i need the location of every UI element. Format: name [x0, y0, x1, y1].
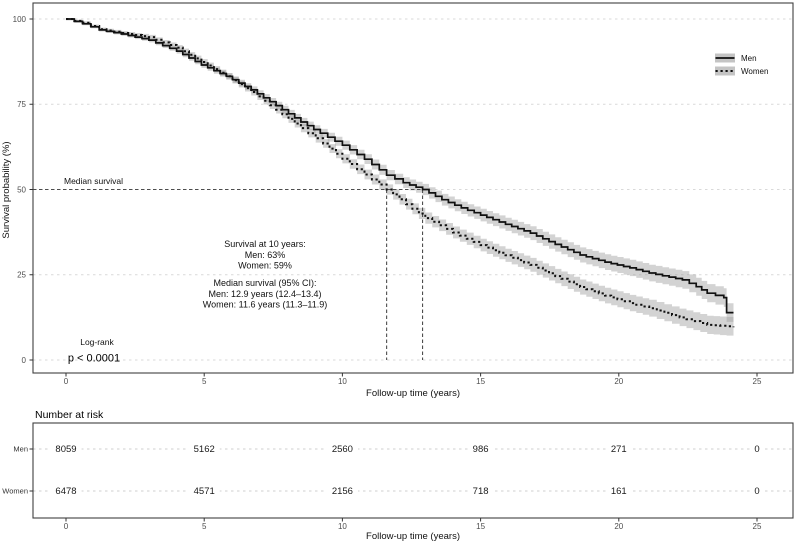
risk-x-tick-label: 20: [614, 522, 623, 531]
y-tick-label: 0: [22, 356, 27, 365]
annotation-survival-10y-men: Men: 63%: [245, 250, 286, 260]
risk-value-bg: [467, 485, 494, 497]
risk-value: 2560: [332, 444, 353, 455]
risk-value: 0: [754, 486, 759, 497]
legend-women-label: Women: [741, 67, 768, 76]
y-tick-label: 75: [17, 100, 26, 109]
legend: Men Women: [715, 53, 768, 76]
risk-x-tick-label: 0: [64, 522, 69, 531]
risk-value-bg: [750, 485, 764, 497]
risk-value: 986: [473, 444, 489, 455]
survival-curve-women: [66, 18, 735, 328]
risk-value: 8059: [55, 444, 76, 455]
x-tick-label: 20: [614, 377, 623, 386]
risk-value: 0: [754, 444, 759, 455]
risk-row-label-women: Women: [2, 487, 28, 496]
x-tick-label: 10: [338, 377, 347, 386]
y-tick-label: 25: [17, 271, 26, 280]
logrank-label: Log-rank: [80, 337, 114, 347]
risk-value: 161: [611, 486, 627, 497]
risk-value: 718: [473, 486, 489, 497]
risk-value: 2156: [332, 486, 353, 497]
risk-value-bg: [50, 485, 82, 497]
risk-x-tick-label: 25: [753, 522, 762, 531]
legend-women-key: [715, 66, 735, 76]
risk-panel-border: [32, 422, 794, 519]
number-at-risk-table: Number at risk 8059 5162 2560 986 271 0 6478 45…: [2, 409, 794, 542]
risk-value: 271: [611, 444, 627, 455]
ci-bands: [66, 18, 734, 337]
risk-x-axis-ticks: 0 5 10 15 20 25: [64, 518, 762, 531]
risk-value-bg: [750, 443, 764, 455]
risk-gridlines: [33, 448, 793, 492]
risk-table-title: Number at risk: [35, 409, 104, 421]
annotation-survival-10y-title: Survival at 10 years:: [224, 239, 306, 249]
risk-x-tick-label: 15: [476, 522, 485, 531]
x-axis-ticks: 0 5 10 15 20 25: [64, 373, 762, 386]
y-axis-title: Survival probability (%): [1, 141, 12, 238]
risk-value-bg: [326, 443, 358, 455]
x-tick-label: 5: [202, 377, 207, 386]
risk-value-bg: [606, 485, 632, 497]
risk-value-bg: [50, 443, 82, 455]
risk-value: 6478: [55, 486, 76, 497]
survival-curves: [66, 18, 735, 328]
risk-value-bg: [606, 443, 632, 455]
median-survival-label: Median survival: [64, 176, 123, 186]
median-lines: [33, 188, 424, 360]
ci-band-women: [66, 18, 734, 337]
logrank-p-value: p < 0.0001: [68, 353, 120, 365]
x-tick-label: 15: [476, 377, 485, 386]
risk-values: 8059 5162 2560 986 271 0 6478 4571 2156 718 161 0: [50, 443, 764, 497]
plot-panel-border: [32, 2, 794, 374]
risk-value-bg: [188, 485, 220, 497]
y-tick-label: 50: [17, 185, 26, 194]
x-tick-label: 0: [64, 377, 69, 386]
ci-band-men: [66, 18, 734, 322]
risk-value-bg: [326, 485, 358, 497]
risk-x-tick-label: 10: [338, 522, 347, 531]
risk-value-bg: [467, 443, 494, 455]
y-axis-ticks: 0 25 50 75 100: [13, 15, 33, 365]
risk-row-label-men: Men: [13, 445, 28, 454]
x-tick-label: 25: [753, 377, 762, 386]
legend-men-label: Men: [741, 54, 757, 63]
y-tick-label: 100: [13, 15, 27, 24]
risk-x-tick-label: 5: [202, 522, 207, 531]
annotation-median-ci-title: Median survival (95% CI):: [213, 278, 316, 288]
annotation-survival-10y-women: Women: 59%: [238, 261, 292, 271]
survival-curve-men: [66, 18, 734, 314]
risk-row-labels: Men Women: [2, 445, 33, 496]
survival-plot: 0 5 10 15 20 25 0 25 50 75 100 Survival probabili…: [1, 2, 794, 399]
risk-value-bg: [188, 443, 220, 455]
annotation-median-ci-men: Men: 12.9 years (12.4–13.4): [208, 289, 321, 299]
annotation-median-ci-women: Women: 11.6 years (11.3–11.9): [203, 300, 327, 310]
risk-x-axis-title: Follow-up time (years): [366, 531, 460, 542]
risk-value: 5162: [194, 444, 215, 455]
x-axis-title: Follow-up time (years): [366, 388, 460, 399]
risk-value: 4571: [194, 486, 215, 497]
